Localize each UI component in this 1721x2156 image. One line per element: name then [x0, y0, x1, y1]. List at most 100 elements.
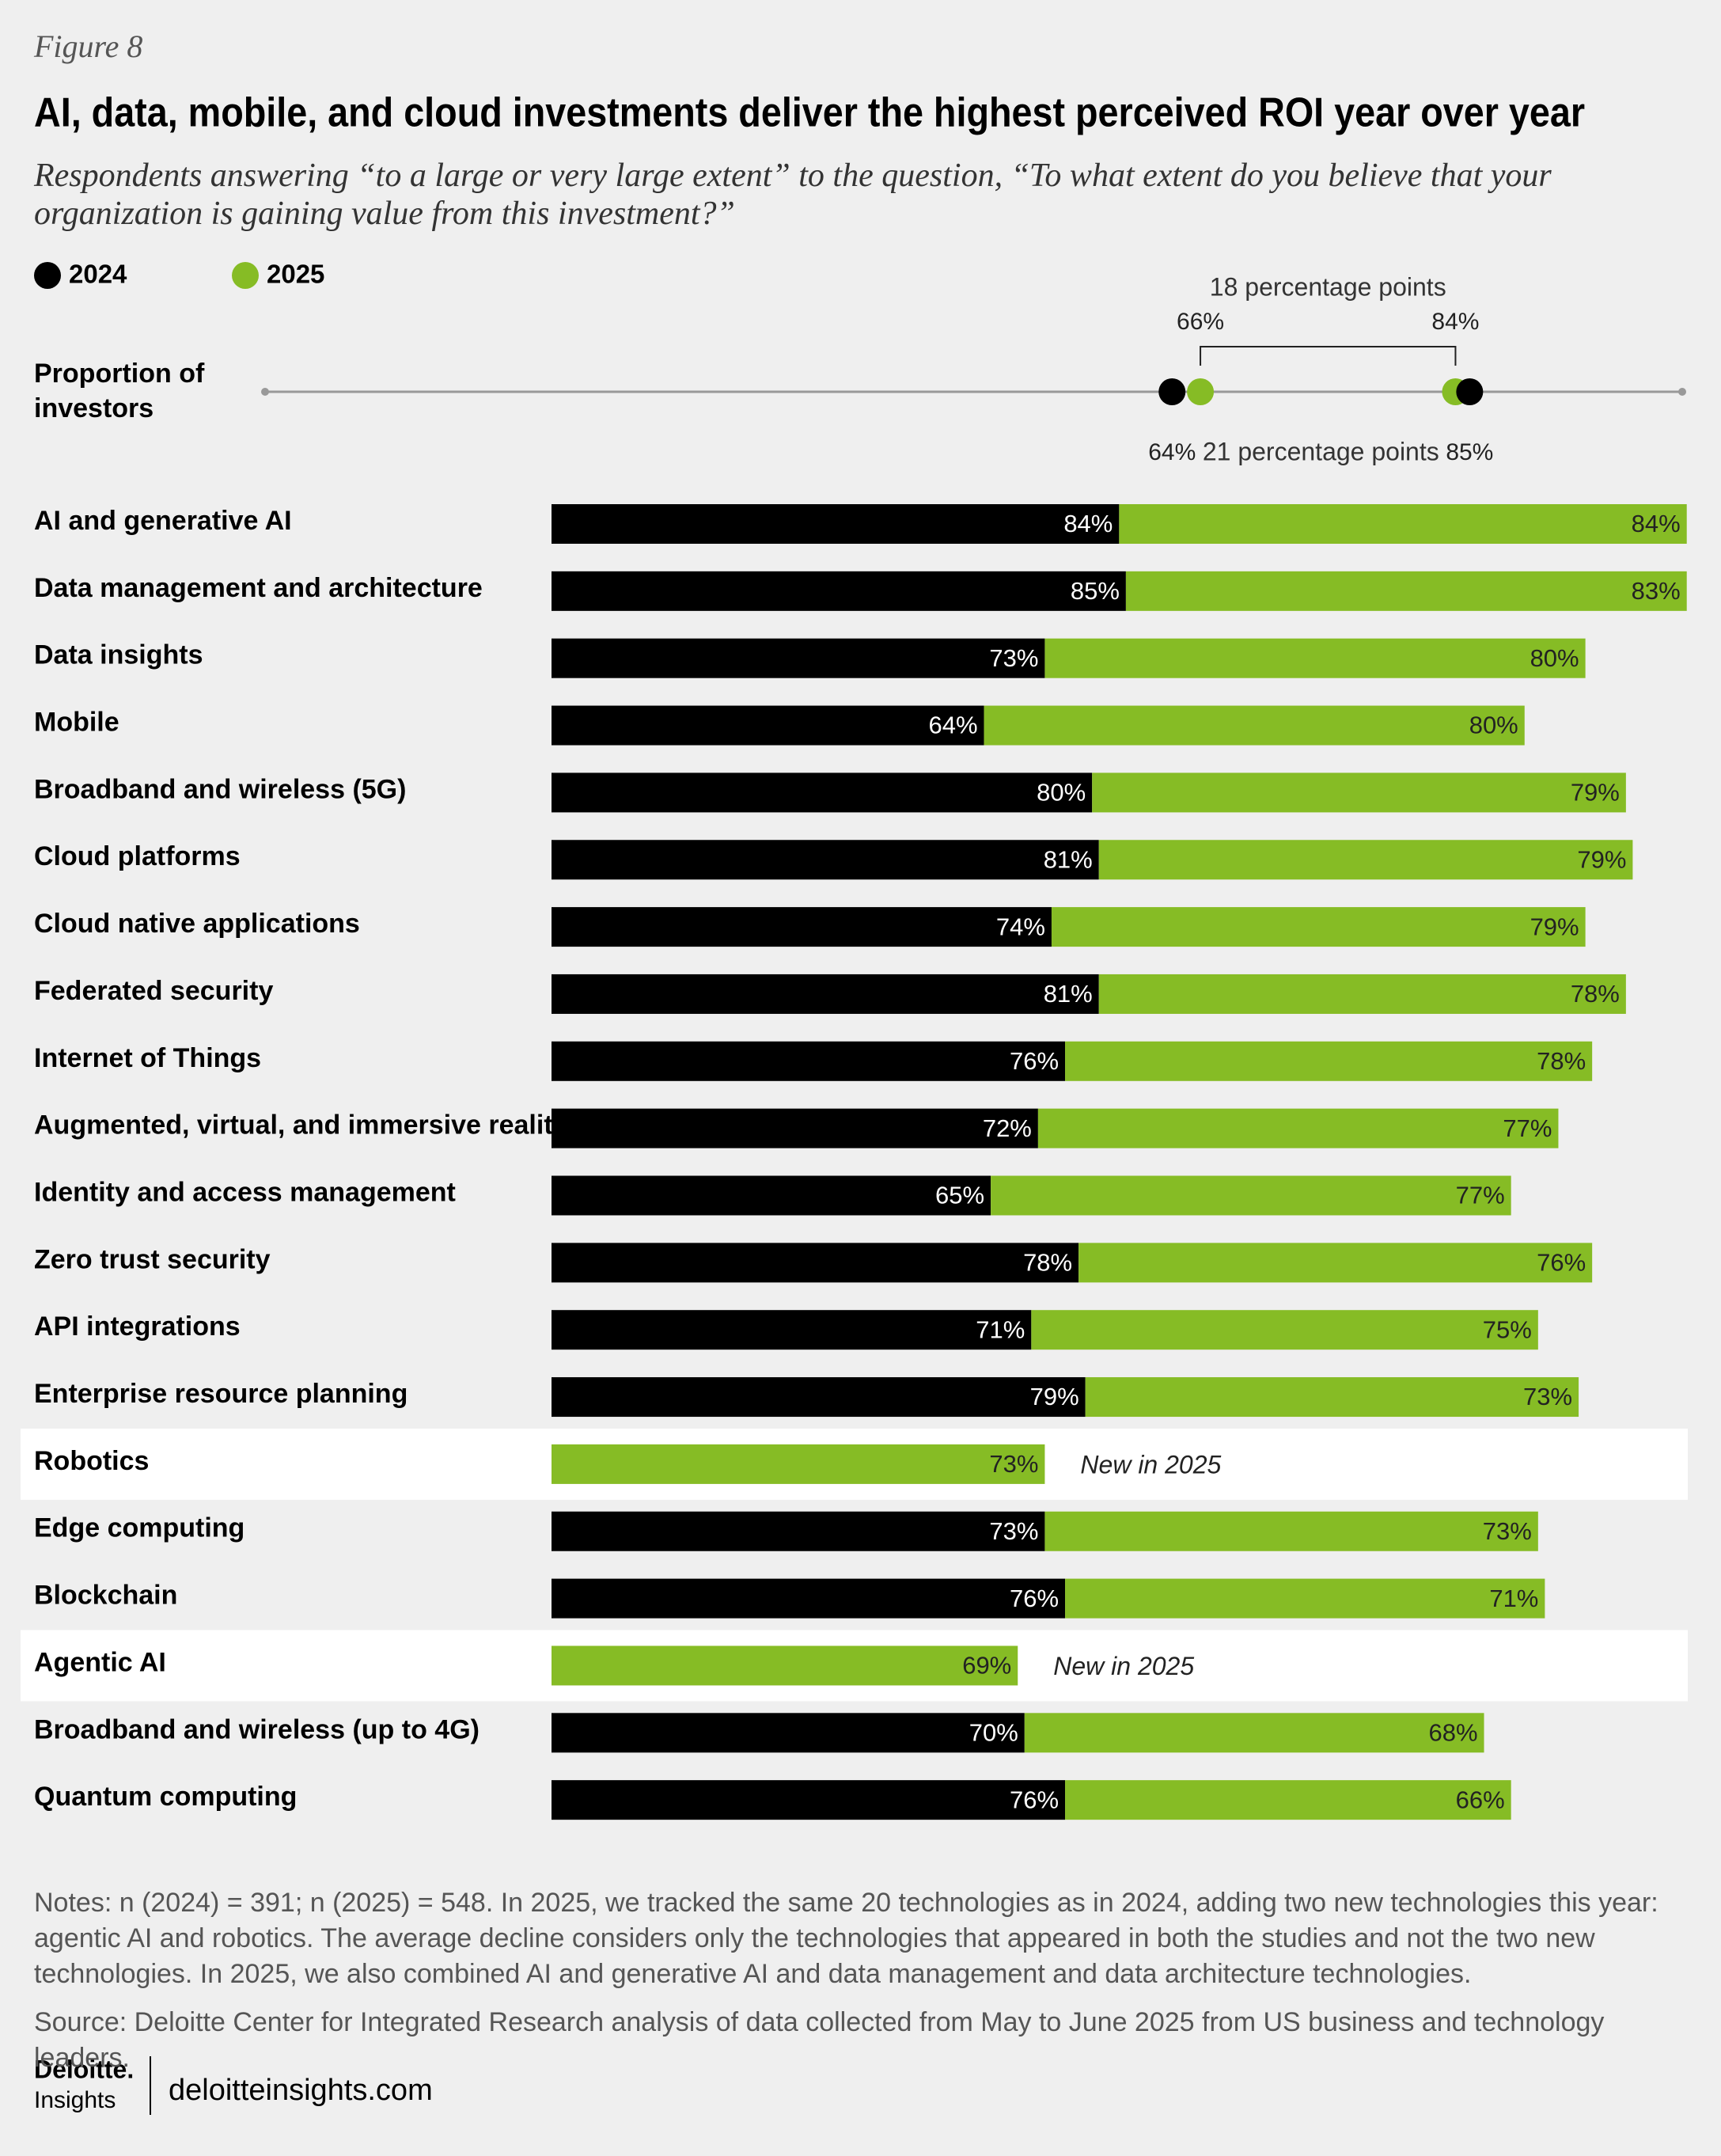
category-label: API integrations — [34, 1311, 241, 1342]
bar-segment — [552, 974, 1099, 1014]
value-label: 74% — [996, 913, 1045, 940]
value-label: 71% — [976, 1315, 1025, 1343]
value-label: 76% — [1010, 1047, 1059, 1075]
value-label: 68% — [1428, 1718, 1477, 1746]
range-bracket — [1200, 346, 1457, 366]
bar-segment — [552, 1108, 1038, 1148]
value-label: 65% — [935, 1182, 984, 1209]
value-label: 83% — [1632, 577, 1681, 605]
bar-segment — [1098, 974, 1626, 1014]
bar-segment — [1044, 1511, 1538, 1551]
bar-segment — [1078, 1243, 1593, 1283]
bar-segment — [1024, 1713, 1484, 1753]
value-label: 81% — [1044, 980, 1093, 1008]
category-label: Broadband and wireless (5G) — [34, 774, 406, 804]
value-label: 73% — [989, 1450, 1038, 1478]
bar-segment — [552, 638, 1045, 678]
value-label: 80% — [1469, 712, 1518, 739]
range-span-label: 18 percentage points — [1210, 272, 1446, 301]
value-label: 84% — [1063, 510, 1113, 537]
legend-label: 2025 — [267, 260, 324, 289]
value-label: 69% — [962, 1652, 1011, 1680]
range-value-label: 64% — [1148, 439, 1196, 465]
bar-segment — [552, 1175, 991, 1216]
value-label: 77% — [1456, 1182, 1505, 1209]
bar-segment — [552, 1444, 1045, 1484]
value-label: 80% — [1037, 779, 1086, 807]
value-label: 73% — [1483, 1517, 1532, 1545]
value-label: 72% — [983, 1114, 1032, 1142]
bar-segment — [552, 1041, 1066, 1081]
category-label: Broadband and wireless (up to 4G) — [34, 1714, 480, 1744]
legend-swatch — [34, 262, 61, 289]
value-label: 64% — [929, 712, 978, 739]
bar-segment — [1125, 571, 1687, 611]
legend-swatch — [232, 262, 259, 289]
category-label: Cloud platforms — [34, 841, 241, 871]
axis-end — [261, 388, 269, 396]
category-label: Federated security — [34, 976, 273, 1006]
value-label: 66% — [1456, 1786, 1505, 1813]
value-label: 76% — [1010, 1786, 1059, 1813]
value-label: 76% — [1010, 1585, 1059, 1612]
category-label: Enterprise resource planning — [34, 1379, 408, 1409]
category-label: AI and generative AI — [34, 506, 292, 536]
value-label: 79% — [1571, 779, 1620, 807]
notes: Notes: n (2024) = 391; n (2025) = 548. I… — [34, 1888, 1658, 1989]
axis-end — [1678, 388, 1686, 396]
bar-segment — [552, 840, 1099, 880]
value-label: 80% — [1530, 644, 1579, 672]
range-value-label: 85% — [1446, 439, 1493, 465]
bar-segment — [1037, 1108, 1559, 1148]
category-label: Edge computing — [34, 1513, 245, 1543]
value-label: 79% — [1577, 845, 1626, 873]
category-note: New in 2025 — [1080, 1450, 1221, 1478]
bar-segment — [1092, 772, 1626, 813]
value-label: 76% — [1537, 1249, 1586, 1277]
category-label: Agentic AI — [34, 1647, 166, 1677]
category-label: Quantum computing — [34, 1782, 297, 1812]
bar-segment — [991, 1175, 1511, 1216]
range-dot — [1158, 378, 1186, 405]
bar-segment — [1085, 1377, 1579, 1418]
chart-title: AI, data, mobile, and cloud investments … — [34, 90, 1585, 136]
bar-segment — [552, 1578, 1066, 1619]
value-label: 75% — [1483, 1315, 1532, 1343]
value-label: 81% — [1044, 845, 1093, 873]
logo-sub: Insights — [34, 2087, 116, 2113]
source: Source: Deloitte Center for Integrated R… — [34, 2007, 1605, 2073]
value-label: 84% — [1632, 510, 1681, 537]
bar-segment — [984, 705, 1525, 746]
value-label: 70% — [969, 1718, 1018, 1746]
range-dot — [1456, 378, 1484, 405]
range-label: Proportion of investors — [34, 359, 205, 423]
value-label: 73% — [1523, 1383, 1572, 1410]
bar-segment — [1119, 504, 1687, 544]
bar-segment — [552, 1377, 1086, 1418]
bar-segment — [1044, 638, 1586, 678]
logo: Deloitte. — [34, 2055, 134, 2083]
range-value-label: 66% — [1177, 309, 1224, 335]
range-span-label: 21 percentage points — [1203, 437, 1439, 465]
figure-label: Figure 8 — [33, 28, 142, 64]
range-dot — [1187, 378, 1215, 405]
category-label: Data insights — [34, 640, 203, 670]
bar-segment — [1031, 1310, 1538, 1350]
value-label: 78% — [1023, 1249, 1072, 1277]
bar-segment — [1051, 907, 1586, 947]
range-value-label: 84% — [1431, 309, 1479, 335]
value-label: 71% — [1489, 1585, 1538, 1612]
bar-segment — [552, 1780, 1066, 1820]
bar-segment — [552, 907, 1052, 947]
bar-segment — [552, 705, 984, 746]
legend-label: 2024 — [69, 260, 127, 289]
bar-segment — [1065, 1578, 1545, 1619]
category-label: Zero trust security — [34, 1244, 271, 1274]
category-label: Cloud native applications — [34, 909, 360, 939]
bar-segment — [552, 1511, 1045, 1551]
subtitle: Respondents answering “to a large or ver… — [34, 158, 1552, 232]
bar-segment — [552, 571, 1126, 611]
bar-segment — [1065, 1780, 1511, 1820]
